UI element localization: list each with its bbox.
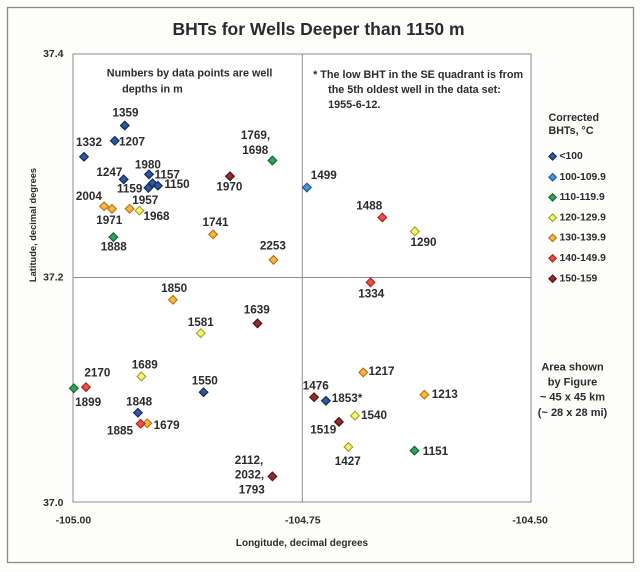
- svg-text:1689: 1689: [132, 359, 159, 372]
- svg-text:1885: 1885: [107, 424, 134, 437]
- svg-text:1217: 1217: [368, 365, 394, 378]
- svg-text:1499: 1499: [311, 169, 338, 182]
- svg-text:Area shown: Area shown: [541, 361, 604, 373]
- svg-text:1698: 1698: [242, 144, 269, 157]
- svg-text:1540: 1540: [361, 409, 388, 422]
- svg-text:Corrected: Corrected: [549, 112, 599, 124]
- svg-text:* The low BHT in the SE quadra: * The low BHT in the SE quadrant is from: [313, 69, 523, 81]
- svg-text:1213: 1213: [432, 388, 459, 401]
- svg-text:1488: 1488: [356, 200, 383, 213]
- svg-text:150-159: 150-159: [560, 274, 598, 285]
- svg-text:BHTs, °C: BHTs, °C: [549, 125, 594, 137]
- svg-text:1899: 1899: [75, 396, 102, 409]
- svg-text:1476: 1476: [303, 379, 330, 392]
- svg-text:1957: 1957: [132, 194, 158, 207]
- svg-text:1769,: 1769,: [241, 129, 270, 142]
- svg-text:1679: 1679: [154, 419, 181, 432]
- svg-text:~ 45 x 45 km: ~ 45 x 45 km: [540, 391, 605, 403]
- svg-text:2170: 2170: [84, 367, 111, 380]
- svg-text:1207: 1207: [119, 136, 145, 149]
- svg-text:1427: 1427: [335, 455, 361, 468]
- svg-text:120-129.9: 120-129.9: [560, 213, 607, 224]
- svg-text:110-119.9: 110-119.9: [560, 192, 606, 203]
- svg-text:-104.50: -104.50: [512, 514, 548, 526]
- svg-text:1848: 1848: [126, 396, 153, 409]
- svg-text:1793: 1793: [239, 483, 266, 496]
- svg-text:-105.00: -105.00: [56, 514, 92, 526]
- svg-text:37.4: 37.4: [43, 48, 64, 60]
- svg-text:1968: 1968: [143, 210, 170, 223]
- svg-text:Numbers by data points are wel: Numbers by data points are well: [107, 68, 273, 80]
- svg-text:by Figure: by Figure: [548, 377, 598, 389]
- svg-text:37.2: 37.2: [43, 271, 64, 283]
- svg-text:1519: 1519: [310, 424, 337, 437]
- svg-text:1888: 1888: [101, 241, 128, 254]
- svg-text:1970: 1970: [216, 180, 243, 193]
- svg-text:1853*: 1853*: [332, 392, 363, 405]
- svg-text:2004: 2004: [76, 190, 103, 203]
- svg-text:1334: 1334: [358, 287, 385, 300]
- svg-text:1332: 1332: [76, 136, 103, 149]
- svg-text:<100: <100: [560, 151, 583, 162]
- svg-text:-104.75: -104.75: [285, 514, 321, 526]
- svg-text:1157: 1157: [155, 168, 180, 181]
- svg-text:2112,: 2112,: [235, 454, 264, 467]
- svg-text:depths in m: depths in m: [122, 84, 183, 96]
- svg-text:1639: 1639: [244, 304, 271, 317]
- svg-text:Latitude, decimal degrees: Latitude, decimal degrees: [28, 168, 38, 282]
- svg-text:2032,: 2032,: [235, 469, 264, 482]
- svg-text:Longitude, decimal degrees: Longitude, decimal degrees: [236, 538, 369, 549]
- svg-text:1971: 1971: [96, 214, 123, 227]
- svg-text:1980: 1980: [135, 158, 162, 171]
- svg-text:1550: 1550: [192, 374, 219, 387]
- svg-text:1151: 1151: [423, 445, 449, 458]
- svg-text:1290: 1290: [410, 236, 437, 249]
- svg-text:1850: 1850: [161, 282, 188, 295]
- svg-text:1359: 1359: [112, 107, 139, 120]
- svg-text:(~ 28 x 28 mi): (~ 28 x 28 mi): [538, 407, 608, 419]
- svg-text:1150: 1150: [164, 178, 190, 191]
- svg-text:140-149.9: 140-149.9: [560, 253, 607, 264]
- svg-text:BHTs for Wells Deeper than 115: BHTs for Wells Deeper than 1150 m: [172, 19, 464, 39]
- svg-text:130-139.9: 130-139.9: [560, 233, 607, 244]
- svg-text:the 5th oldest well in the dat: the 5th oldest well in the data set:: [328, 84, 501, 96]
- svg-text:1955-6-12.: 1955-6-12.: [328, 99, 380, 111]
- svg-text:1247: 1247: [96, 166, 122, 179]
- svg-text:1741: 1741: [202, 216, 229, 229]
- svg-text:37.0: 37.0: [43, 497, 64, 509]
- svg-text:100-109.9: 100-109.9: [560, 172, 607, 183]
- svg-text:2253: 2253: [260, 240, 287, 253]
- svg-text:1159: 1159: [117, 183, 143, 196]
- svg-text:1581: 1581: [188, 316, 215, 329]
